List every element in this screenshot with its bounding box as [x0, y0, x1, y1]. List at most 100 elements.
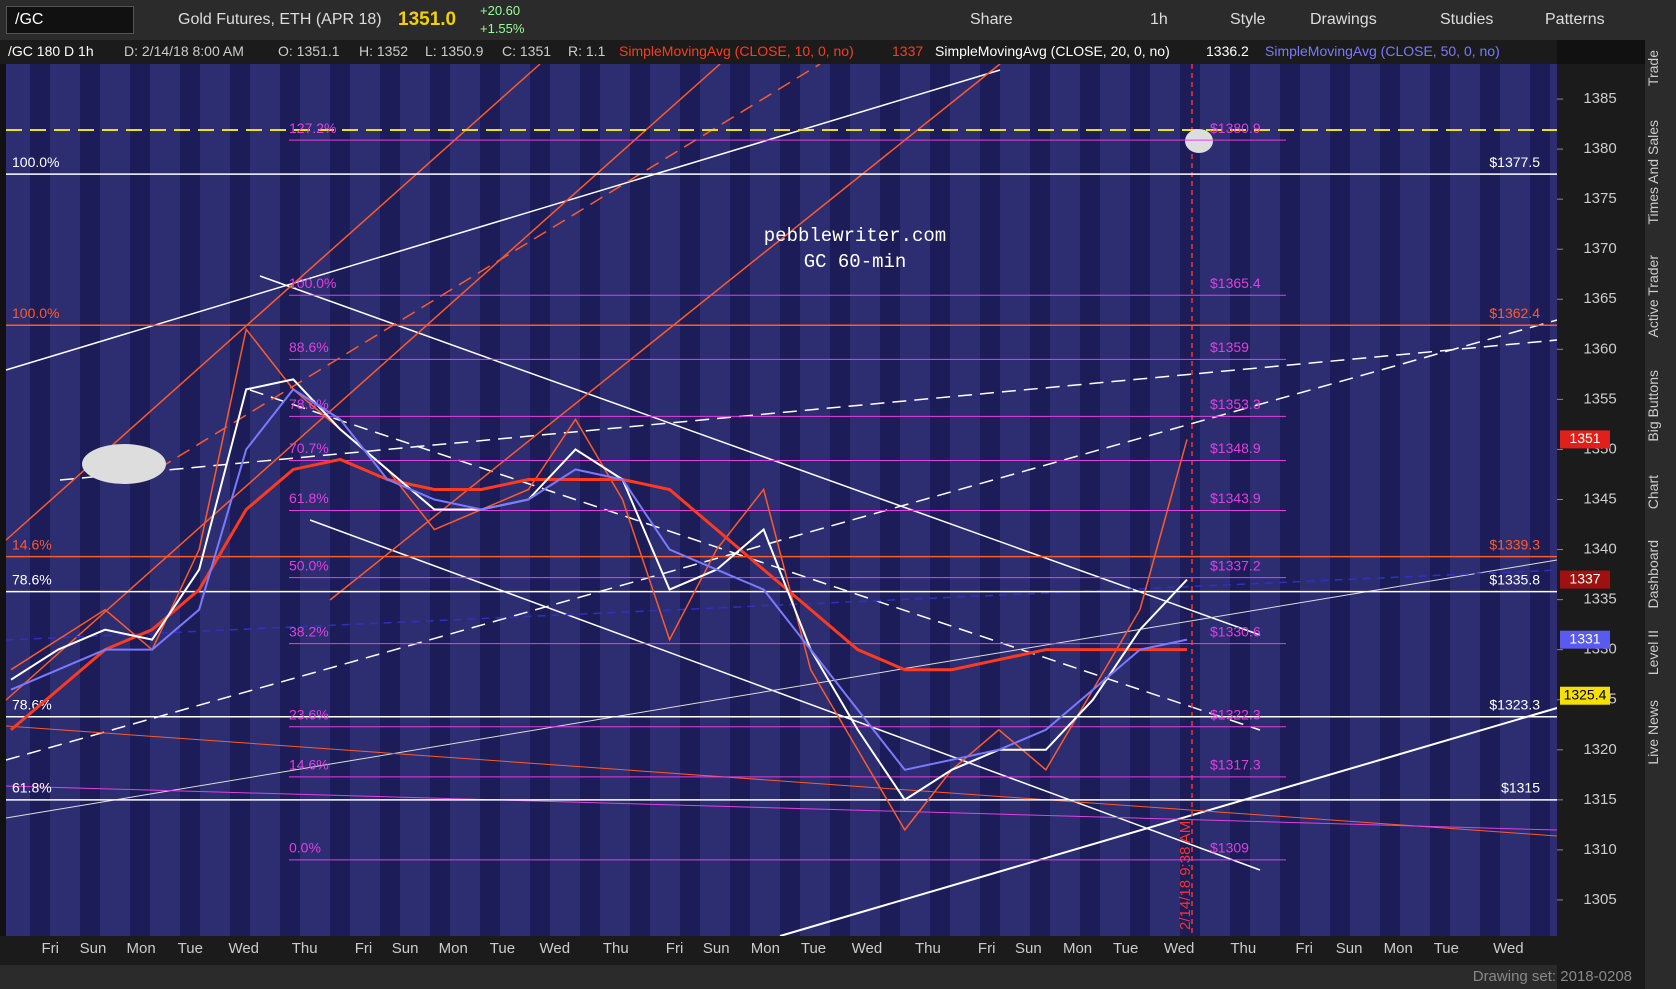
- x-tick-label: Fri: [41, 940, 59, 957]
- level-label: $1309: [1210, 840, 1249, 856]
- open: O: 1351.1: [278, 43, 340, 59]
- series-line: [10, 378, 1188, 802]
- y-tick-label: 1375: [1583, 190, 1616, 207]
- button[interactable]: Patterns: [1545, 11, 1605, 28]
- change-pct: +1.55%: [480, 21, 525, 36]
- side-tab[interactable]: Level II: [1645, 630, 1661, 676]
- fib-label: 100.0%: [12, 305, 59, 321]
- time-annotation: 2/14/18 9:38 AM: [1177, 821, 1194, 930]
- sma20: SimpleMovingAvg (CLOSE, 20, 0, no): [935, 43, 1170, 59]
- date: D: 2/14/18 8:00 AM: [124, 43, 244, 59]
- high: H: 1352: [359, 43, 408, 59]
- fib-label: 50.0%: [289, 557, 329, 573]
- x-tick-label: Sun: [392, 940, 419, 957]
- x-tick-label: Wed: [1493, 940, 1524, 957]
- x-tick-label: Mon: [1063, 940, 1092, 957]
- range: R: 1.1: [568, 43, 606, 59]
- x-tick-label: Tue: [1434, 940, 1459, 957]
- level-label: $1322.3: [1210, 706, 1261, 722]
- price-tag: [1560, 686, 1610, 705]
- x-tick-label: Tue: [1113, 940, 1138, 957]
- price-tag: [1560, 630, 1610, 649]
- watermark: pebblewriter.com: [764, 225, 946, 247]
- fib-label: 78.6%: [289, 396, 329, 412]
- study: /GC 180 D 1h: [8, 43, 94, 59]
- y-tick-label: 1385: [1583, 90, 1616, 107]
- x-tick-label: Wed: [540, 940, 571, 957]
- side-tab[interactable]: Big Buttons: [1645, 370, 1661, 442]
- fib-label: 61.8%: [289, 490, 329, 506]
- change: +20.60: [480, 3, 521, 18]
- x-tick-label: Thu: [915, 940, 941, 957]
- chart: /GC 180 D 1h D: 2/14/18 8:00 AM O: 1351.…: [0, 40, 1645, 989]
- y-tick-label: 1355: [1583, 390, 1616, 407]
- symbol-box[interactable]: /GC: [6, 6, 134, 34]
- level-label: $1330.6: [1210, 623, 1261, 639]
- x-tick-label: Wed: [228, 940, 259, 957]
- fib-label: 78.6%: [12, 571, 52, 587]
- x-tick-label: Wed: [1164, 940, 1195, 957]
- side-tab[interactable]: Times And Sales: [1645, 120, 1661, 225]
- x-tick-label: Wed: [852, 940, 883, 957]
- level-label: $1359: [1210, 339, 1249, 355]
- x-tick-label: Mon: [439, 940, 468, 957]
- side-tab[interactable]: Active Trader: [1645, 255, 1661, 338]
- price-tag: [1560, 430, 1610, 449]
- fib-label: 61.8%: [12, 780, 52, 796]
- plot-area: [6, 64, 1557, 936]
- sma10-value: 1337: [892, 43, 923, 59]
- level-label: $1337.2: [1210, 557, 1261, 573]
- fib-label: 14.6%: [289, 757, 329, 773]
- side-tab[interactable]: Trade: [1645, 50, 1661, 87]
- x-tick-label: Mon: [751, 940, 780, 957]
- description: Gold Futures, ETH (APR 18): [178, 11, 382, 28]
- symbol: /GC: [15, 11, 44, 28]
- price-tag: [1560, 570, 1610, 589]
- side-tab[interactable]: Dashboard: [1645, 540, 1661, 609]
- drawing-set: Drawing set: 2018-0208: [1473, 968, 1632, 985]
- sma10: SimpleMovingAvg (CLOSE, 10, 0, no): [619, 43, 854, 59]
- price-tag-label: 1331: [1569, 630, 1600, 646]
- header-bar: [0, 40, 1557, 64]
- y-tick-label: 1315: [1583, 791, 1616, 808]
- price-tag-label: 1337: [1569, 570, 1600, 586]
- fib-label: 78.6%: [12, 696, 52, 712]
- fib-label: 23.6%: [289, 706, 329, 722]
- x-tick-label: Fri: [1295, 940, 1313, 957]
- x-tick-label: Tue: [490, 940, 515, 957]
- button[interactable]: 1h: [1150, 11, 1168, 28]
- toolbar: /GC Gold Futures, ETH (APR 18) 1351.0 +2…: [0, 0, 1676, 41]
- level-label: $1317.3: [1210, 757, 1261, 773]
- sma20-value: 1336.2: [1206, 43, 1249, 59]
- level-label: $1339.3: [1489, 536, 1540, 552]
- y-tick-label: 1370: [1583, 240, 1616, 257]
- y-tick-label: 1335: [1583, 591, 1616, 608]
- x-tick-label: Fri: [355, 940, 373, 957]
- side-tab[interactable]: Chart: [1645, 475, 1661, 510]
- scrollbar[interactable]: [0, 965, 1557, 989]
- y-tick-label: 1340: [1583, 541, 1616, 558]
- level-label: $1380.9: [1210, 120, 1261, 136]
- fib-label: 14.6%: [12, 536, 52, 552]
- button[interactable]: Style: [1230, 11, 1266, 28]
- button[interactable]: Studies: [1440, 11, 1494, 28]
- sma50: SimpleMovingAvg (CLOSE, 50, 0, no): [1265, 43, 1500, 59]
- x-tick-label: Thu: [292, 940, 318, 957]
- x-tick-label: Tue: [801, 940, 826, 957]
- x-tick-label: Mon: [127, 940, 156, 957]
- button[interactable]: Drawings: [1310, 11, 1377, 28]
- x-tick-label: Fri: [978, 940, 996, 957]
- x-tick-label: Thu: [1230, 940, 1256, 957]
- button[interactable]: Share: [970, 11, 1013, 28]
- watermark: GC 60-min: [804, 251, 907, 273]
- level-label: $1348.9: [1210, 440, 1261, 456]
- side-tab[interactable]: Live News: [1645, 700, 1661, 765]
- x-tick-label: Sun: [703, 940, 730, 957]
- level-label: $1323.3: [1489, 696, 1540, 712]
- last-price: 1351.0: [398, 9, 457, 30]
- x-tick-label: Tue: [178, 940, 203, 957]
- y-tick-label: 1365: [1583, 290, 1616, 307]
- close: C: 1351: [502, 43, 551, 59]
- x-tick-label: Thu: [603, 940, 629, 957]
- price-tag-label: 1325.4: [1564, 686, 1607, 702]
